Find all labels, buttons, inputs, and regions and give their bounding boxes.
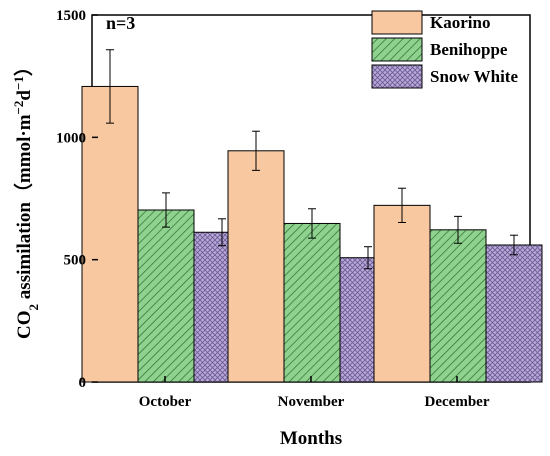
y-tick-label: 0 [79, 375, 87, 391]
sample-size-annotation: n=3 [106, 13, 135, 33]
bar-kaorino-october [81, 85, 139, 383]
y-axis-title-sup1: −2 [11, 101, 26, 115]
y-tick-label: 1000 [56, 130, 86, 146]
x-tick-label: October [139, 394, 192, 410]
y-axis-title-post: ） [12, 57, 35, 76]
bar-benihoppe-december [429, 229, 487, 383]
y-axis: 0 500 1000 1500 [56, 8, 98, 391]
legend-swatch-snow-white [371, 64, 423, 89]
bars-group [81, 49, 543, 383]
bar-kaorino-november [227, 150, 285, 383]
legend: Kaorino Benihoppe Snow White [371, 10, 518, 89]
y-axis-title: CO2 assimilation（mmol·m−2d−1） [11, 57, 41, 339]
x-tick-label: December [425, 394, 490, 410]
bar-snow-white-december [485, 244, 543, 383]
legend-swatch-benihoppe [371, 37, 423, 62]
y-axis-title-d: d [14, 90, 35, 101]
y-axis-title-sup2: −1 [11, 76, 26, 90]
y-axis-title-mid: assimilation（mmol·m [12, 114, 35, 304]
y-axis-title-co: CO [14, 310, 35, 339]
x-tick-label: November [278, 394, 345, 410]
y-tick-label: 500 [64, 253, 87, 269]
x-axis-title: Months [280, 428, 342, 449]
bar-benihoppe-november [283, 222, 341, 383]
x-axis: October November December [139, 376, 490, 410]
y-axis-title-sub: 2 [26, 304, 41, 311]
legend-label: Benihoppe [430, 40, 508, 59]
legend-label: Kaorino [430, 13, 490, 32]
bar-kaorino-december [373, 204, 431, 383]
y-tick-label: 1500 [56, 8, 86, 24]
legend-swatch-kaorino [371, 10, 423, 35]
bar-benihoppe-october [137, 209, 195, 383]
legend-label: Snow White [430, 67, 518, 86]
